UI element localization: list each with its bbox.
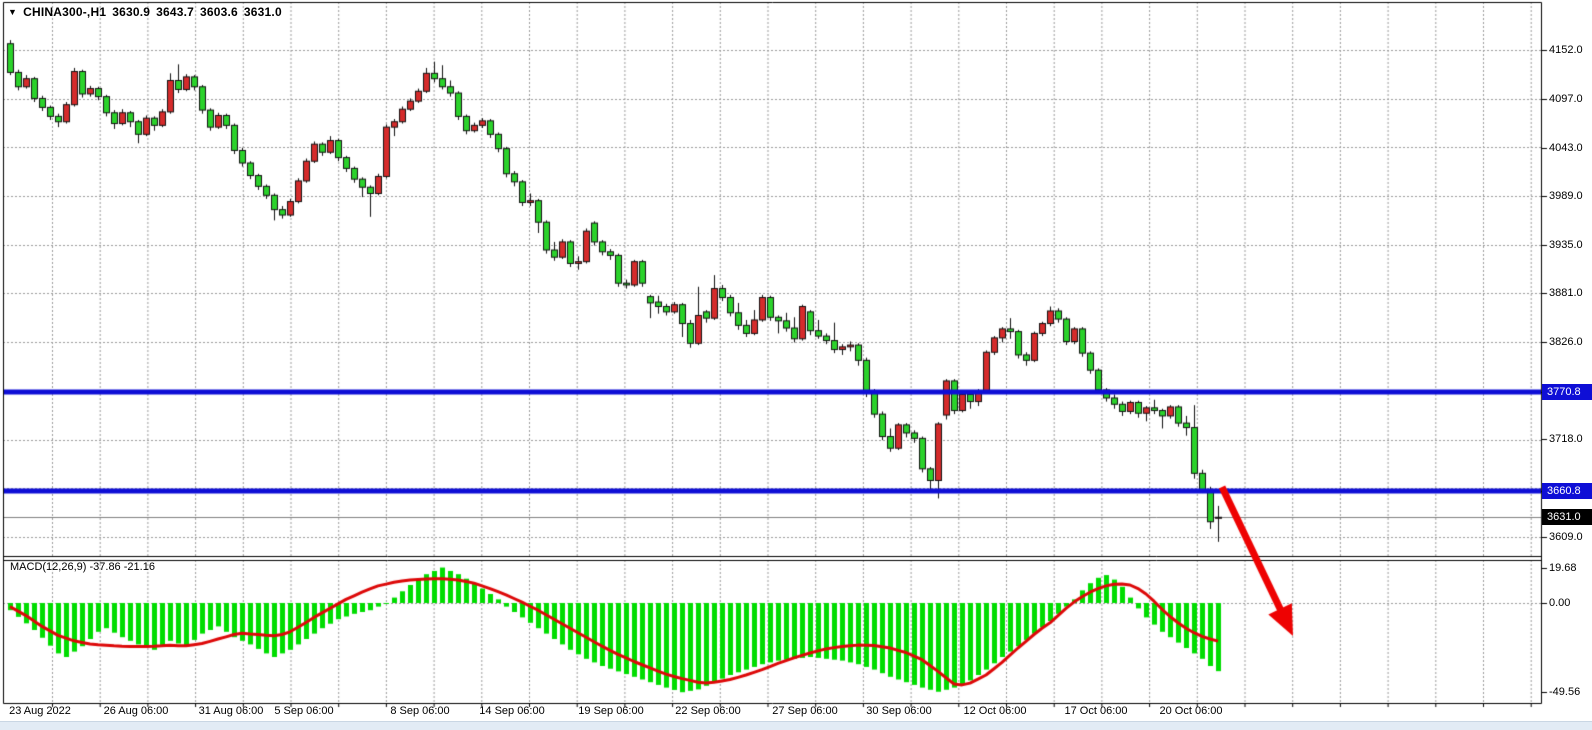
macd-tick-label: -49.56 — [1549, 686, 1581, 699]
symbol-dropdown-icon[interactable]: ▼ — [8, 7, 18, 17]
time-tick-label: 30 Sep 06:00 — [866, 705, 932, 717]
time-tick-label: 19 Sep 06:00 — [578, 705, 644, 717]
price-tick-label: 4152.0 — [1549, 44, 1583, 56]
chart-title: ▼ CHINA300-,H1 3630.9 3643.7 3603.6 3631… — [8, 5, 282, 19]
time-tick-label: 23 Aug 2022 — [9, 705, 71, 717]
time-tick-label: 20 Oct 06:00 — [1159, 705, 1223, 717]
open-value: 3630.9 — [112, 5, 151, 19]
time-tick-label: 14 Sep 06:00 — [479, 705, 545, 717]
hline-price-tag: 3660.8 — [1542, 482, 1592, 499]
bottom-strip — [0, 721, 1592, 730]
price-tick-label: 3989.0 — [1549, 190, 1583, 203]
high-value: 3643.7 — [156, 5, 195, 19]
price-tick-label: 3718.0 — [1549, 433, 1583, 446]
time-tick-label: 8 Sep 06:00 — [390, 705, 450, 717]
price-tick-label: 3881.0 — [1549, 287, 1583, 300]
current-price-tag: 3631.0 — [1542, 509, 1592, 526]
time-tick-label: 12 Oct 06:00 — [963, 705, 1027, 717]
macd-tick-label: 19.68 — [1549, 561, 1577, 574]
time-tick-label: 22 Sep 06:00 — [675, 705, 741, 717]
macd-name: MACD(12,26,9) — [10, 561, 87, 573]
macd-tick-label: 0.00 — [1549, 597, 1571, 609]
time-tick-label: 17 Oct 06:00 — [1064, 705, 1128, 717]
symbol-timeframe-label: CHINA300-,H1 — [23, 5, 107, 19]
macd-signal-value: -21.16 — [123, 561, 155, 573]
macd-value: -37.86 — [89, 561, 121, 573]
close-value: 3631.0 — [243, 5, 282, 19]
price-tick-label: 3935.0 — [1549, 238, 1583, 251]
panel-splitter[interactable] — [0, 553, 1541, 562]
time-tick-label: 27 Sep 06:00 — [772, 705, 838, 717]
time-tick-label: 26 Aug 06:00 — [103, 705, 169, 717]
hline-price-tag: 3770.8 — [1542, 383, 1592, 400]
time-tick-label: 31 Aug 06:00 — [198, 705, 264, 717]
price-tick-label: 4097.0 — [1549, 93, 1583, 106]
time-tick-label: 5 Sep 06:00 — [274, 705, 334, 717]
price-tick-label: 4043.0 — [1549, 141, 1583, 154]
price-tick-label: 3826.0 — [1549, 336, 1583, 349]
low-value: 3603.6 — [200, 5, 238, 19]
price-tick-label: 3609.0 — [1549, 531, 1583, 543]
macd-indicator-label: MACD(12,26,9) -37.86 -21.16 — [10, 561, 155, 573]
